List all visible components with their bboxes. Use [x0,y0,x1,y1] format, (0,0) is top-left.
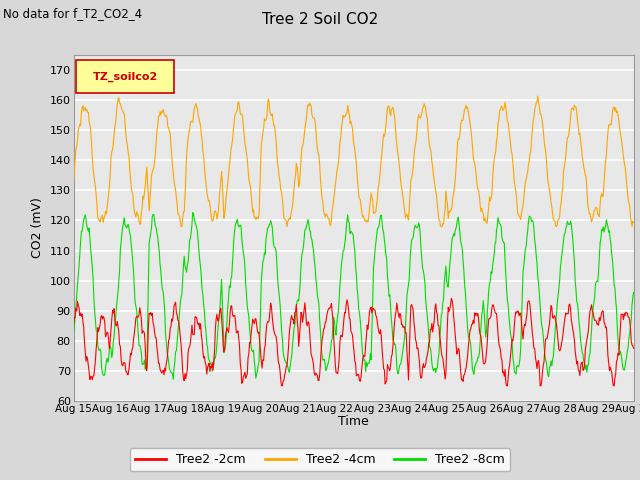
Text: No data for f_T2_CO2_4: No data for f_T2_CO2_4 [3,7,142,20]
Y-axis label: CO2 (mV): CO2 (mV) [31,198,44,258]
X-axis label: Time: Time [338,415,369,428]
Text: Tree 2 Soil CO2: Tree 2 Soil CO2 [262,12,378,27]
Legend: Tree2 -2cm, Tree2 -4cm, Tree2 -8cm: Tree2 -2cm, Tree2 -4cm, Tree2 -8cm [130,448,510,471]
Text: TZ_soilco2: TZ_soilco2 [93,72,158,82]
FancyBboxPatch shape [76,60,175,93]
